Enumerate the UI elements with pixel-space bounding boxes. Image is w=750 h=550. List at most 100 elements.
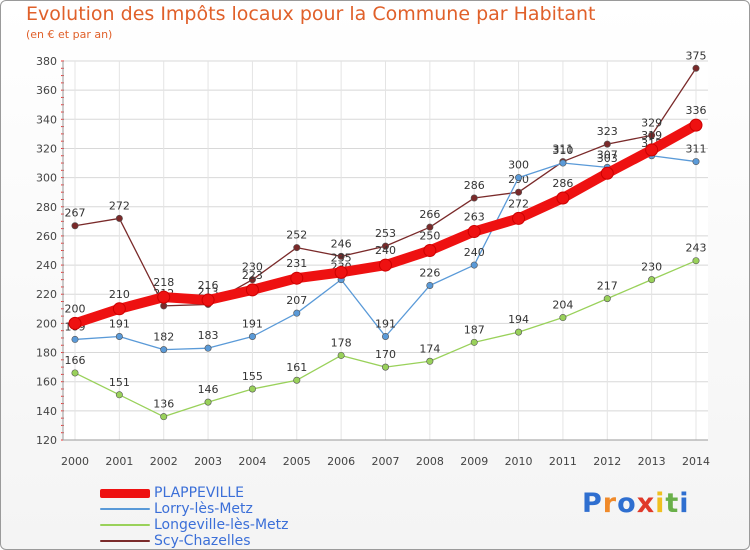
data-label-lorry-les-metz: 191	[375, 318, 396, 331]
data-point-plappeville	[423, 244, 437, 257]
chart-legend: PLAPPEVILLE Lorry-lès-Metz Longeville-lè…	[100, 485, 289, 549]
data-label-lorry-les-metz: 183	[198, 329, 219, 342]
data-label-plappeville: 336	[686, 104, 707, 117]
data-point-scy-chazelles	[115, 214, 123, 222]
x-tick-label: 2007	[372, 455, 400, 468]
data-label-plappeville: 286	[552, 177, 573, 190]
data-point-plappeville	[689, 118, 703, 132]
data-label-longeville-les-metz: 151	[109, 376, 130, 389]
data-label-plappeville: 250	[419, 230, 440, 243]
y-tick-label: 280	[36, 201, 57, 214]
y-tick-label: 380	[36, 55, 57, 68]
data-label-longeville-les-metz: 136	[153, 398, 174, 411]
data-point-plappeville	[556, 191, 570, 205]
x-tick-label: 2000	[61, 455, 89, 468]
data-label-scy-chazelles: 329	[641, 116, 662, 129]
y-tick-label: 360	[36, 84, 57, 97]
data-label-longeville-les-metz: 166	[65, 354, 86, 367]
brand-letter: t	[665, 488, 680, 519]
data-point-lorry-les-metz	[692, 158, 700, 166]
data-label-plappeville: 218	[153, 276, 174, 289]
data-label-lorry-les-metz: 191	[109, 318, 130, 331]
data-point-plappeville	[201, 293, 215, 307]
data-label-scy-chazelles: 311	[552, 143, 573, 156]
data-point-plappeville	[645, 143, 659, 157]
x-tick-label: 2012	[593, 455, 621, 468]
data-point-scy-chazelles	[160, 302, 168, 310]
data-label-plappeville: 200	[65, 302, 86, 315]
brand-letter: P	[582, 488, 603, 519]
data-label-longeville-les-metz: 174	[419, 342, 440, 355]
y-tick-label: 320	[36, 142, 57, 155]
data-label-scy-chazelles: 266	[419, 208, 440, 221]
data-point-scy-chazelles	[515, 188, 523, 196]
data-point-longeville-les-metz	[204, 398, 212, 406]
data-label-longeville-les-metz: 155	[242, 370, 263, 383]
x-tick-label: 2005	[283, 455, 311, 468]
data-point-scy-chazelles	[603, 140, 611, 148]
data-label-longeville-les-metz: 146	[198, 383, 219, 396]
data-label-lorry-les-metz: 207	[286, 294, 307, 307]
data-point-longeville-les-metz	[248, 385, 256, 393]
data-point-longeville-les-metz	[115, 391, 123, 399]
data-label-longeville-les-metz: 243	[686, 242, 707, 255]
data-point-longeville-les-metz	[160, 413, 168, 421]
legend-item-lorry: Lorry-lès-Metz	[100, 501, 289, 517]
x-tick-label: 2003	[194, 455, 222, 468]
data-point-lorry-les-metz	[381, 333, 389, 341]
data-label-scy-chazelles: 246	[331, 237, 352, 250]
brand-letter: i	[655, 488, 666, 519]
x-tick-label: 2006	[327, 455, 355, 468]
data-point-lorry-les-metz	[160, 346, 168, 354]
legend-label-lorry: Lorry-lès-Metz	[154, 501, 253, 517]
data-point-lorry-les-metz	[293, 309, 301, 317]
data-point-longeville-les-metz	[692, 257, 700, 265]
data-point-lorry-les-metz	[71, 335, 79, 343]
x-tick-label: 2004	[238, 455, 266, 468]
chart-subtitle: (en € et par an)	[26, 28, 113, 41]
data-point-scy-chazelles	[648, 131, 656, 139]
data-point-plappeville	[157, 290, 171, 304]
data-point-plappeville	[334, 265, 348, 279]
data-label-plappeville: 272	[508, 197, 529, 210]
y-tick-label: 220	[36, 288, 57, 301]
data-label-plappeville: 216	[198, 279, 219, 292]
data-point-scy-chazelles	[293, 244, 301, 252]
data-label-scy-chazelles: 286	[464, 179, 485, 192]
data-label-plappeville: 240	[375, 244, 396, 257]
brand-letter: i	[679, 488, 690, 519]
x-tick-label: 2008	[416, 455, 444, 468]
data-label-longeville-les-metz: 204	[552, 299, 573, 312]
y-tick-label: 180	[36, 347, 57, 360]
data-label-scy-chazelles: 272	[109, 199, 130, 212]
data-label-scy-chazelles: 375	[686, 49, 707, 62]
data-point-lorry-les-metz	[470, 261, 478, 269]
x-tick-label: 2002	[150, 455, 178, 468]
data-label-longeville-les-metz: 194	[508, 313, 529, 326]
y-tick-label: 200	[36, 317, 57, 330]
legend-item-plappeville: PLAPPEVILLE	[100, 485, 289, 501]
data-point-scy-chazelles	[692, 64, 700, 72]
data-point-scy-chazelles	[337, 252, 345, 260]
data-point-longeville-les-metz	[293, 376, 301, 384]
data-label-longeville-les-metz: 170	[375, 348, 396, 361]
y-tick-label: 340	[36, 113, 57, 126]
y-tick-label: 120	[36, 434, 57, 447]
data-label-scy-chazelles: 267	[65, 207, 86, 220]
x-tick-label: 2014	[682, 455, 710, 468]
brand-logo: Proxiti	[582, 488, 690, 519]
data-label-longeville-les-metz: 187	[464, 323, 485, 336]
data-point-lorry-les-metz	[204, 344, 212, 352]
data-label-lorry-les-metz: 310	[552, 144, 573, 157]
y-tick-label: 140	[36, 405, 57, 418]
data-label-plappeville: 319	[641, 129, 662, 142]
data-point-lorry-les-metz	[248, 333, 256, 341]
data-label-plappeville: 303	[597, 152, 618, 165]
data-point-longeville-les-metz	[648, 276, 656, 284]
data-point-scy-chazelles	[470, 194, 478, 202]
data-label-plappeville: 231	[286, 257, 307, 270]
chart-title: Evolution des Impôts locaux pour la Comm…	[26, 3, 596, 25]
legend-swatch-longeville	[100, 524, 150, 526]
data-label-plappeville: 263	[464, 211, 485, 224]
